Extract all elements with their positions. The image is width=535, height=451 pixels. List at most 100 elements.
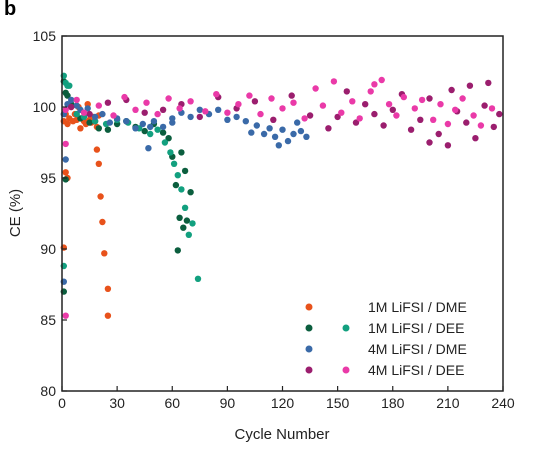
legend-marker [305,324,313,332]
y-tick-label: 90 [40,241,56,257]
data-point [496,110,503,118]
y-tick-label: 95 [40,170,56,186]
data-point [95,125,103,132]
data-point [99,218,106,226]
data-point [110,112,117,119]
data-point [260,130,268,138]
data-point [356,115,363,122]
data-point [224,109,231,116]
data-point [271,133,279,140]
data-point [481,102,488,109]
x-tick-label: 0 [58,395,66,411]
data-point [437,101,444,108]
data-point [393,112,400,119]
y-tick-label: 85 [40,312,56,328]
data-point [485,79,492,87]
legend-marker [342,324,350,332]
data-point [477,122,485,129]
data-point [490,123,497,131]
data-point [253,122,260,129]
data-point [176,214,183,221]
data-point [62,156,69,163]
series-4 [60,96,310,285]
data-point [362,101,369,108]
data-point [101,250,108,257]
data-point [132,125,139,132]
data-point [159,129,167,136]
x-tick-label: 60 [164,395,180,411]
data-point [95,160,103,167]
data-point [270,116,277,124]
data-point [174,247,181,254]
x-tick-label: 30 [109,395,125,411]
data-point [248,129,255,136]
data-point [145,145,152,152]
x-axis: 0 30 60 90 120 150 180 210 240 [58,386,515,411]
data-point [147,130,154,138]
data-point [62,169,69,176]
y-axis: 80 85 90 95 100 105 [33,28,67,399]
data-point [418,96,426,104]
data-point [139,120,146,128]
legend: 1M LiFSI / DME 1M LiFSI / DEE 4M LiFSI / D… [305,299,467,378]
data-point [123,118,130,125]
data-point [400,93,407,101]
data-point [334,113,341,121]
data-point [73,102,80,109]
data-point [251,98,259,105]
data-point [181,167,189,175]
data-point [488,105,496,112]
series-6 [62,76,496,319]
data-point [290,99,297,106]
data-point [167,149,174,156]
legend-label: 4M LiFSI / DEE [368,362,464,378]
data-point [154,110,161,118]
data-point [62,312,69,319]
data-point [68,103,75,111]
data-point [66,82,73,89]
y-tick-label: 105 [33,28,57,44]
data-point [187,189,194,196]
data-point [196,106,203,114]
y-tick-label: 80 [40,383,56,399]
data-point [279,126,286,133]
legend-entry: 1M LiFSI / DME [305,299,467,315]
plot-frame [61,35,504,392]
data-point [367,88,374,95]
data-point [178,149,185,156]
data-point [301,115,308,122]
data-point [64,120,71,128]
data-point [430,116,437,124]
data-point [266,125,273,132]
x-tick-label: 210 [436,395,460,411]
data-point [93,146,101,153]
data-point [121,93,128,101]
data-point [378,76,385,84]
data-point [380,122,387,129]
data-point [178,186,185,193]
data-point [463,119,470,126]
data-markers [60,72,503,319]
data-point [452,106,459,114]
data-point [189,220,196,227]
legend-marker [305,366,313,374]
data-point [407,126,415,133]
data-point [64,92,71,99]
data-point [141,109,148,116]
data-point [235,101,242,108]
panel-label: b [4,0,17,20]
data-point [352,119,360,126]
data-point [132,106,139,114]
data-point [62,176,69,183]
data-point [181,204,189,211]
data-point [187,98,194,105]
legend-marker [305,345,313,353]
data-point [349,98,356,105]
data-point [325,125,332,132]
legend-label: 1M LiFSI / DME [368,299,467,315]
data-point [106,119,114,126]
data-point [95,102,103,109]
data-point [303,133,310,140]
data-point [385,101,393,108]
